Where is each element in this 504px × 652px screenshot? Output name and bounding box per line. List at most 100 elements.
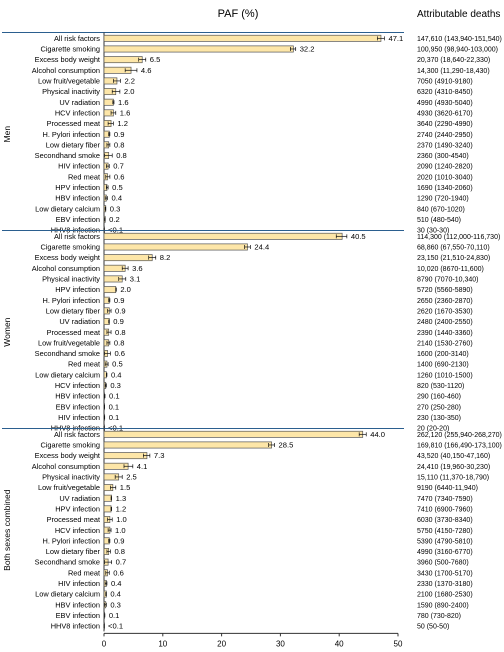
bar-row: Low fruit/vegetable 0.8 2140 (1530-2760) [38, 338, 473, 347]
deaths-label: 7470 (7340-7590) [417, 496, 473, 503]
data-label: 0.8 [115, 328, 126, 337]
bar [103, 452, 148, 460]
deaths-label: 4990 (3160-6770) [417, 549, 473, 556]
bar-row: EBV infection 0.2 510 (480-540) [56, 215, 461, 224]
bar-row: Cigarette smoking 24.4 68,860 (67,550-70,1… [40, 243, 489, 252]
category-label: Excess body weight [35, 253, 100, 262]
bar-row: Alcohol consumption 4.1 24,410 (19,960-30,… [32, 462, 490, 471]
category-label: Alcohol consumption [32, 462, 100, 471]
category-label: Physical inactivity [42, 275, 100, 284]
deaths-label: 270 (250-280) [417, 404, 461, 411]
deaths-label: 2330 (1370-3180) [417, 581, 473, 588]
data-label: 0.9 [115, 306, 126, 315]
category-label: Low fruit/vegetable [38, 77, 100, 86]
data-label: 0.8 [114, 140, 125, 149]
bar-row: Processed meat 0.8 2390 (1440-3360) [47, 328, 473, 337]
data-label: 1.5 [120, 483, 131, 492]
bar-row: Physical inactivity 3.1 8790 (7070-10,340) [42, 275, 478, 284]
deaths-label: 2620 (1670-3530) [417, 308, 473, 315]
category-label: HIV infection [58, 413, 100, 422]
category-label: Low fruit/vegetable [38, 338, 100, 347]
bar-row: HBV infection 0.4 1290 (720-1940) [55, 194, 469, 203]
bar-row: H. Pylori infection 0.9 2650 (2360-2870) [42, 296, 472, 305]
category-label: Low dietary fiber [46, 140, 101, 149]
category-label: EBV infection [56, 402, 100, 411]
bar-row: Processed meat 1.0 6030 (3730-8340) [47, 515, 473, 524]
deaths-label: 15,110 (11,370-18,790) [417, 475, 489, 482]
data-label: 2.0 [124, 87, 135, 96]
deaths-label: 6320 (4310-8450) [417, 89, 473, 96]
deaths-label: 3960 (500-7680) [417, 560, 469, 567]
data-label: 0.5 [112, 360, 123, 369]
data-label: 0.9 [114, 130, 125, 139]
data-label: 0.7 [113, 162, 124, 171]
bar-row: UV radiation 1.3 7470 (7340-7590) [59, 494, 472, 503]
x-tick-label: 10 [158, 639, 167, 648]
bar-row: Red meat 0.5 1400 (690-2130) [68, 360, 469, 369]
data-label: 7.3 [154, 451, 165, 460]
deaths-label: 1590 (890-2400) [417, 602, 469, 609]
category-label: HBV infection [55, 392, 100, 401]
data-label: 0.7 [116, 558, 127, 567]
deaths-label: 290 (160-460) [417, 394, 461, 401]
bar-row: Low fruit/vegetable 2.2 7050 (4910-9180) [38, 77, 473, 86]
deaths-label: 6030 (3730-8340) [417, 517, 473, 524]
deaths-label: 20,370 (18,640-22,330) [417, 57, 490, 64]
bar [103, 243, 248, 251]
category-label: H. Pylori infection [42, 296, 100, 305]
category-label: Processed meat [47, 119, 100, 128]
data-label: 0.1 [109, 611, 120, 620]
data-label: 0.4 [111, 370, 122, 379]
data-label: 32.2 [300, 45, 315, 54]
bar-row: HIV infection 0.7 2090 (1240-2820) [58, 162, 473, 171]
deaths-label: 3430 (1700-5170) [417, 570, 473, 577]
data-label: 0.1 [109, 413, 120, 422]
data-label: 0.8 [116, 151, 127, 160]
bar [103, 98, 114, 106]
data-label: 1.6 [120, 108, 131, 117]
bar-row: Alcohol consumption 4.6 14,300 (11,290-18,… [32, 66, 490, 75]
bar-row: EBV infection 0.1 270 (250-280) [56, 402, 461, 411]
deaths-label: 9190 (6440-11,940) [417, 485, 478, 492]
bar [103, 371, 107, 379]
bar-row: HCV infection 1.0 5750 (4150-7280) [55, 526, 473, 535]
bar-row: Low dietary fiber 0.9 2620 (1670-3530) [46, 306, 473, 315]
bar-row: Cigarette smoking 28.5 169,810 (166,490-17… [40, 441, 501, 450]
data-label: 0.6 [113, 568, 124, 577]
deaths-label: 1690 (1340-2060) [417, 185, 473, 192]
data-label: 4.6 [141, 66, 152, 75]
deaths-label: 1260 (1010-1500) [417, 372, 473, 379]
data-label: 0.8 [114, 338, 125, 347]
bar-row: Processed meat 1.2 3640 (2290-4990) [47, 119, 473, 128]
bar [103, 286, 117, 294]
category-label: HHV8 infection [51, 622, 100, 631]
category-label: Red meat [68, 568, 100, 577]
data-label: 40.5 [351, 232, 366, 241]
deaths-label: 14,300 (11,290-18,430) [417, 68, 490, 75]
category-label: HCV infection [55, 381, 100, 390]
x-tick-label: 50 [394, 639, 403, 648]
data-label: 44.0 [370, 430, 385, 439]
deaths-column-header: Attributable deaths [417, 9, 500, 20]
panel-label: Both sexes combined [2, 489, 12, 571]
deaths-label: 23,150 (21,510-24,830) [417, 255, 490, 262]
bar-row: Excess body weight 6.5 20,370 (18,640-22,3… [35, 55, 491, 64]
bar-row: HIV infection 0.1 230 (130-350) [58, 413, 461, 422]
data-label: 1.3 [116, 494, 127, 503]
data-label: 0.3 [110, 600, 121, 609]
x-tick-label: 20 [217, 639, 226, 648]
panel-1: Women All risk factors 40.5 114,300 (112,00… [2, 230, 500, 434]
category-label: Low dietary calcium [35, 590, 100, 599]
deaths-label: 1400 (690-2130) [417, 362, 469, 369]
deaths-label: 68,860 (67,550-70,110) [417, 245, 490, 252]
category-label: Cigarette smoking [40, 243, 100, 252]
deaths-label: 780 (730-820) [417, 613, 461, 620]
deaths-label: 147,610 (143,940-151,540) [417, 36, 502, 43]
category-label: All risk factors [54, 232, 100, 241]
deaths-label: 2370 (1490-3240) [417, 142, 473, 149]
category-label: HBV infection [55, 600, 100, 609]
category-label: Secondhand smoke [35, 558, 100, 567]
bar [103, 45, 294, 53]
category-label: UV radiation [59, 317, 100, 326]
panel-2: Both sexes combined All risk factors 44.0 2… [2, 428, 502, 632]
